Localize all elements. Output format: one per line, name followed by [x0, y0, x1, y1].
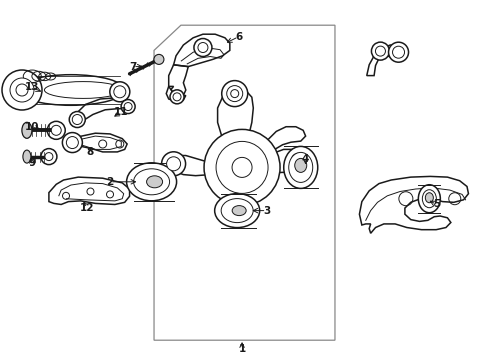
Text: 10: 10 [24, 122, 39, 132]
Text: 11: 11 [114, 107, 128, 117]
Ellipse shape [133, 169, 169, 195]
Circle shape [203, 129, 280, 206]
Circle shape [124, 103, 132, 111]
Circle shape [232, 157, 251, 177]
Circle shape [230, 90, 238, 98]
Circle shape [41, 149, 57, 165]
Ellipse shape [422, 190, 435, 208]
Circle shape [216, 141, 267, 193]
Text: 12: 12 [80, 203, 94, 213]
Circle shape [66, 136, 78, 149]
Text: 4: 4 [301, 154, 309, 164]
Circle shape [114, 86, 125, 98]
Circle shape [198, 42, 207, 53]
Ellipse shape [294, 158, 306, 172]
Circle shape [154, 54, 163, 64]
Text: 5: 5 [432, 199, 439, 210]
Circle shape [173, 93, 181, 101]
Ellipse shape [23, 150, 31, 163]
Text: 9: 9 [28, 158, 35, 168]
Circle shape [69, 112, 85, 127]
Circle shape [110, 82, 129, 102]
Circle shape [45, 153, 53, 161]
Circle shape [221, 81, 247, 107]
Circle shape [194, 39, 211, 57]
Ellipse shape [425, 193, 432, 203]
Text: 8: 8 [87, 147, 94, 157]
Text: 13: 13 [24, 82, 39, 92]
Circle shape [161, 152, 185, 176]
Ellipse shape [283, 147, 317, 188]
Ellipse shape [232, 206, 245, 216]
Text: 2: 2 [106, 177, 113, 187]
Circle shape [291, 153, 305, 167]
Circle shape [47, 121, 65, 139]
Text: 3: 3 [263, 206, 269, 216]
Circle shape [287, 149, 308, 171]
Circle shape [170, 90, 183, 104]
Ellipse shape [418, 185, 439, 213]
Circle shape [371, 42, 388, 60]
Text: 1: 1 [238, 344, 245, 354]
Circle shape [388, 42, 407, 62]
Ellipse shape [221, 199, 253, 222]
Circle shape [166, 157, 180, 171]
Ellipse shape [22, 122, 32, 138]
Circle shape [51, 125, 61, 135]
Text: 6: 6 [235, 32, 242, 42]
Circle shape [121, 100, 135, 113]
Circle shape [62, 132, 82, 153]
Circle shape [72, 114, 82, 125]
Bar [222, 170, 235, 192]
Ellipse shape [214, 194, 259, 228]
Circle shape [392, 46, 404, 58]
Circle shape [226, 86, 242, 102]
Circle shape [2, 70, 42, 110]
Bar [249, 170, 263, 192]
Circle shape [10, 78, 34, 102]
Ellipse shape [126, 163, 176, 201]
Circle shape [375, 46, 385, 56]
Text: 7: 7 [129, 62, 137, 72]
Circle shape [16, 84, 28, 96]
Ellipse shape [146, 176, 162, 188]
Ellipse shape [288, 152, 312, 183]
